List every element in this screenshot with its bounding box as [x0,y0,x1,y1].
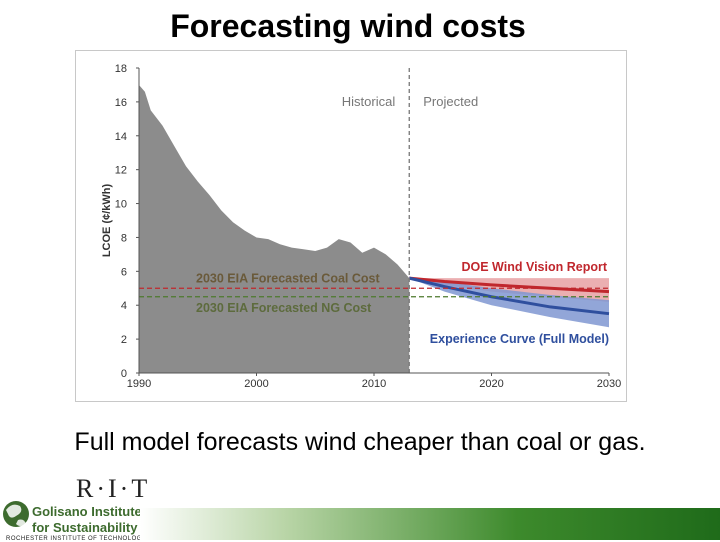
ng-cost-label: 2030 EIA Forecasted NG Cost [196,301,372,315]
y-tick-label: 18 [115,63,127,75]
projected-label: Projected [423,94,478,109]
y-tick-label: 0 [121,368,127,380]
globe-logo-icon [3,501,29,527]
series-label-1: Experience Curve (Full Model) [430,332,609,346]
y-tick-label: 6 [121,266,127,278]
slide-title: Forecasting wind costs [170,8,526,44]
x-tick-label: 2000 [244,378,268,390]
logo-line-2: for Sustainability [32,520,138,535]
x-tick-label: 2020 [479,378,503,390]
historical-label: Historical [342,94,396,109]
rit-logo: R·I·T Golisano Institute for Sustainabil… [2,474,182,542]
y-tick-label: 4 [121,300,127,312]
y-tick-label: 10 [115,199,127,211]
x-tick-label: 2010 [362,378,386,390]
rit-wordmark: R·I·T [76,474,151,503]
chart-frame: 0 2 4 6 8 10 12 14 16 18 1990 2000 2010 2020 2030 LCOE … [75,50,627,402]
x-tick-label: 2030 [597,378,621,390]
historical-area [139,84,410,373]
y-axis-label: LCOE (¢/kWh) [101,184,113,258]
y-tick-label: 12 [115,165,127,177]
y-tick-label: 2 [121,334,127,346]
slide-caption: Full model forecasts wind cheaper than c… [74,428,646,456]
y-tick-label: 16 [115,97,127,109]
cost-chart: 0 2 4 6 8 10 12 14 16 18 1990 2000 2010 2020 2030 LCOE … [101,63,621,390]
footer-gradient-bar [140,508,720,540]
logo-line-3: ROCHESTER INSTITUTE OF TECHNOLOGY [6,536,147,542]
series-line-0 [409,276,610,294]
y-tick-label: 14 [115,131,127,143]
x-tick-label: 1990 [127,378,151,390]
series-label-0: DOE Wind Vision Report [462,260,608,274]
y-tick-label: 8 [121,232,127,244]
logo-line-1: Golisano Institute [32,504,142,519]
coal-cost-label: 2030 EIA Forecasted Coal Cost [196,271,380,285]
